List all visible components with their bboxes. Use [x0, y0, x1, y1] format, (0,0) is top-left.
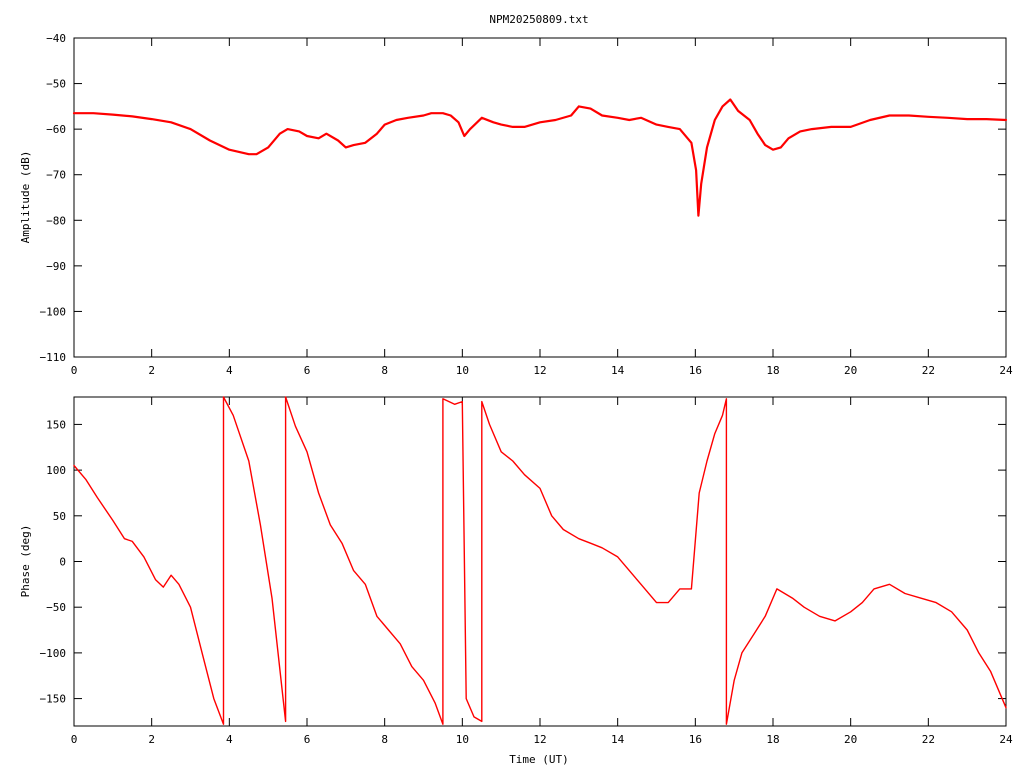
phase-x-tick-label: 12 [533, 733, 546, 746]
phase-y-tick-label: 0 [59, 556, 66, 569]
amplitude-y-tick-label: −60 [46, 123, 66, 136]
phase-y-tick-label: −150 [40, 693, 67, 706]
amplitude-x-tick-label: 2 [148, 364, 155, 377]
phase-x-ticks: 0 2 4 6 8 10 12 14 16 18 20 22 24 [71, 397, 1013, 746]
amplitude-x-tick-label: 16 [689, 364, 702, 377]
amplitude-y-tick-label: −100 [40, 305, 67, 318]
amplitude-series-line [72, 98, 1008, 217]
amplitude-x-tick-label: 22 [922, 364, 935, 377]
amplitude-x-tick-label: 24 [999, 364, 1013, 377]
amplitude-y-axis-label: Amplitude (dB) [19, 151, 32, 244]
phase-y-tick-label: 100 [46, 464, 66, 477]
phase-x-tick-label: 16 [689, 733, 702, 746]
amplitude-x-tick-label: 14 [611, 364, 625, 377]
amplitude-y-tick-label: −70 [46, 169, 66, 182]
phase-x-tick-label: 22 [922, 733, 935, 746]
amplitude-x-tick-label: 12 [533, 364, 546, 377]
x-axis-label: Time (UT) [509, 753, 569, 766]
phase-y-tick-label: 150 [46, 418, 66, 431]
amplitude-y-tick-label: −50 [46, 78, 66, 91]
phase-plot-frame [73, 396, 1007, 727]
phase-y-tick-label: −50 [46, 601, 66, 614]
phase-x-tick-label: 18 [766, 733, 779, 746]
phase-x-tick-label: 10 [456, 733, 469, 746]
amplitude-y-tick-label: −90 [46, 260, 66, 273]
amplitude-x-ticks: 0 2 4 6 8 10 12 14 16 18 20 22 24 [71, 38, 1013, 377]
phase-y-axis-label: Phase (deg) [19, 525, 32, 598]
phase-x-tick-label: 24 [999, 733, 1013, 746]
amplitude-x-tick-label: 8 [381, 364, 388, 377]
phase-y-tick-label: 50 [53, 510, 66, 523]
amplitude-plot-frame [73, 37, 1007, 358]
amplitude-y-tick-label: −80 [46, 214, 66, 227]
phase-x-tick-label: 2 [148, 733, 155, 746]
amplitude-y-tick-label: −110 [40, 351, 67, 364]
phase-y-tick-label: −100 [40, 647, 67, 660]
amplitude-y-tick-label: −40 [46, 32, 66, 45]
phase-x-tick-label: 4 [226, 733, 233, 746]
phase-x-tick-label: 20 [844, 733, 857, 746]
phase-x-tick-label: 6 [304, 733, 311, 746]
amplitude-plot: NPM20250809.txt −110−100−90−80−70−60−50−… [19, 13, 1013, 377]
amplitude-x-tick-label: 6 [304, 364, 311, 377]
amplitude-y-ticks: −110 −100 −90 −80 −70 −60 −50 −40 [40, 32, 1006, 364]
phase-y-ticks: −150 −100 −50 0 50 100 150 [40, 418, 1006, 706]
chart-title: NPM20250809.txt [489, 13, 588, 26]
amplitude-x-tick-label: 4 [226, 364, 233, 377]
phase-x-tick-label: 14 [611, 733, 625, 746]
amplitude-x-tick-label: 20 [844, 364, 857, 377]
phase-x-tick-label: 8 [381, 733, 388, 746]
amplitude-x-tick-label: 10 [456, 364, 469, 377]
phase-x-tick-label: 0 [71, 733, 78, 746]
amplitude-x-tick-label: 0 [71, 364, 78, 377]
amplitude-x-tick-label: 18 [766, 364, 779, 377]
phase-series-line [73, 396, 1007, 725]
